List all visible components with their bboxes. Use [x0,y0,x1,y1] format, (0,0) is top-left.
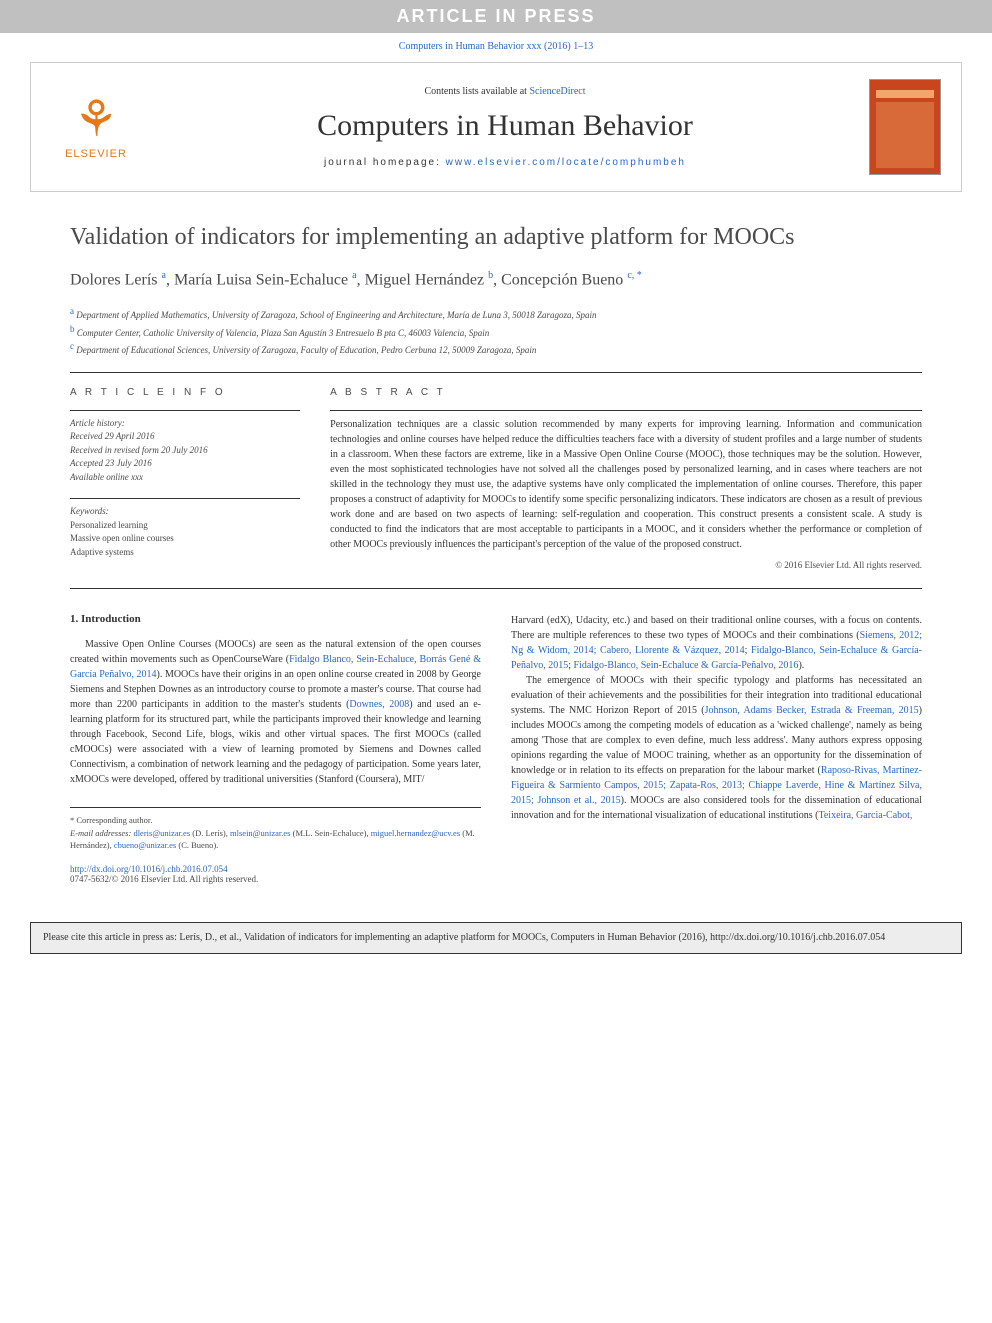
elsevier-brand-text: ELSEVIER [65,148,127,160]
rule-above-body [70,588,922,589]
header-center: Contents lists available at ScienceDirec… [141,86,869,168]
elsevier-tree-icon: ⚘ [74,94,119,144]
top-citation-link[interactable]: Computers in Human Behavior xxx (2016) 1… [399,41,593,52]
history-received: Received 29 April 2016 [70,430,300,444]
history-accepted: Accepted 23 July 2016 [70,457,300,471]
top-citation: Computers in Human Behavior xxx (2016) 1… [0,41,992,52]
footnote-block: * Corresponding author. E-mail addresses… [70,807,481,852]
abstract-col: A B S T R A C T Personalization techniqu… [330,387,922,570]
history-header: Article history: [70,417,300,431]
body-two-col: 1. Introduction Massive Open Online Cour… [70,613,922,884]
abstract-copyright: © 2016 Elsevier Ltd. All rights reserved… [330,560,922,570]
intro-text-right: Harvard (edX), Udacity, etc.) and based … [511,613,922,823]
article-info-label: A R T I C L E I N F O [70,387,300,398]
history-online: Available online xxx [70,471,300,485]
history-revised: Received in revised form 20 July 2016 [70,444,300,458]
emails-label: E-mail addresses: [70,828,131,838]
keywords: Keywords: Personalized learning Massive … [70,498,300,559]
affiliation-line: a Department of Applied Mathematics, Uni… [70,305,922,323]
abstract-text: Personalization techniques are a classic… [330,410,922,552]
homepage-link[interactable]: www.elsevier.com/locate/comphumbeh [446,157,686,168]
in-press-banner: ARTICLE IN PRESS [0,0,992,33]
keyword-item: Massive open online courses [70,532,300,546]
corresponding-author: * Corresponding author. [70,814,481,827]
journal-cover-thumbnail [869,79,941,175]
homepage-prefix: journal homepage: [324,157,446,168]
body-col-right: Harvard (edX), Udacity, etc.) and based … [511,613,922,884]
doi-link[interactable]: http://dx.doi.org/10.1016/j.chb.2016.07.… [70,864,228,874]
intro-text-left: Massive Open Online Courses (MOOCs) are … [70,637,481,787]
intro-heading: 1. Introduction [70,613,481,625]
keyword-item: Adaptive systems [70,546,300,560]
doi-block: http://dx.doi.org/10.1016/j.chb.2016.07.… [70,864,481,884]
journal-name: Computers in Human Behavior [141,109,869,143]
sciencedirect-link[interactable]: ScienceDirect [529,86,585,97]
affiliation-line: b Computer Center, Catholic University o… [70,323,922,341]
abstract-label: A B S T R A C T [330,387,922,398]
authors-line: Dolores Lerís a, María Luisa Sein-Echalu… [70,270,922,289]
meta-two-col: A R T I C L E I N F O Article history: R… [70,387,922,570]
article-history: Article history: Received 29 April 2016 … [70,410,300,485]
email-link[interactable]: cbueno@unizar.es [114,840,176,850]
affiliations: a Department of Applied Mathematics, Uni… [70,305,922,358]
cite-in-press-box: Please cite this article in press as: Le… [30,922,962,954]
article-info-col: A R T I C L E I N F O Article history: R… [70,387,300,570]
body-col-left: 1. Introduction Massive Open Online Cour… [70,613,481,884]
homepage-line: journal homepage: www.elsevier.com/locat… [141,157,869,168]
email-link[interactable]: dleris@unizar.es [133,828,190,838]
article-title: Validation of indicators for implementin… [70,222,922,252]
contents-line: Contents lists available at ScienceDirec… [141,86,869,97]
rule-above-meta [70,372,922,373]
journal-header: ⚘ ELSEVIER Contents lists available at S… [30,62,962,192]
contents-prefix: Contents lists available at [424,86,529,97]
affiliation-line: c Department of Educational Sciences, Un… [70,340,922,358]
issn-line: 0747-5632/© 2016 Elsevier Ltd. All right… [70,874,258,884]
elsevier-logo: ⚘ ELSEVIER [51,77,141,177]
email-link[interactable]: mlsein@unizar.es [230,828,290,838]
keyword-item: Personalized learning [70,519,300,533]
email-link[interactable]: miguel.hernandez@ucv.es [371,828,460,838]
emails-values: dleris@unizar.es (D. Lerís), mlsein@uniz… [70,828,475,851]
keywords-header: Keywords: [70,505,300,519]
article-body: Validation of indicators for implementin… [0,192,992,904]
emails-line: E-mail addresses: dleris@unizar.es (D. L… [70,827,481,853]
